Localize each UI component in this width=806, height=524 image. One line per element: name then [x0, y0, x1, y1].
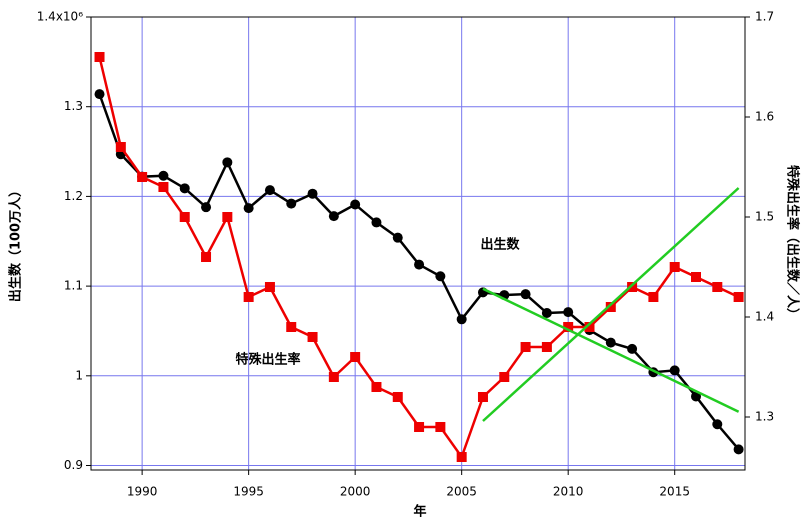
point [371, 217, 382, 228]
point [456, 314, 467, 325]
point [243, 292, 254, 302]
y2-tick-label: 1.5 [755, 210, 774, 224]
point [520, 289, 531, 300]
point [94, 89, 105, 100]
y2-tick-label: 1.7 [755, 10, 774, 24]
y-tick-label: 1.1 [64, 279, 83, 293]
point [648, 292, 659, 302]
point [201, 252, 212, 262]
y-axis-label: 出生数（100万人） [8, 184, 24, 302]
point [414, 422, 425, 432]
point [201, 202, 212, 213]
y-tick-label: 1.4x10⁶ [37, 10, 83, 24]
point [541, 308, 552, 319]
point [350, 199, 361, 210]
point [563, 322, 574, 332]
point [456, 452, 467, 462]
point [371, 382, 382, 392]
y2-tick-label: 1.3 [755, 410, 774, 424]
series-line [482, 187, 740, 422]
point [137, 172, 148, 182]
point [414, 259, 425, 270]
point [307, 332, 318, 342]
point [669, 262, 680, 272]
point [627, 282, 638, 292]
point [712, 282, 723, 292]
x-tick-label: 2010 [553, 485, 584, 499]
point [328, 211, 339, 222]
point [584, 322, 595, 332]
annotation: 特殊出生率 [235, 352, 300, 368]
plot-frame [90, 16, 746, 471]
x-tick-label: 1990 [127, 485, 158, 499]
point [94, 52, 105, 62]
point [392, 232, 403, 243]
y-tick-label: 1.2 [64, 189, 83, 203]
y-tick-label: 1.3 [64, 99, 83, 113]
point [222, 212, 233, 222]
point [286, 198, 297, 209]
point [435, 271, 446, 282]
point [605, 337, 616, 348]
point [158, 182, 169, 192]
point [264, 185, 275, 196]
point [179, 212, 190, 222]
point [435, 422, 446, 432]
point [477, 392, 488, 402]
point [499, 372, 510, 382]
point [605, 302, 616, 312]
series-line [98, 56, 740, 460]
point [669, 365, 680, 376]
point [307, 188, 318, 199]
x-tick-label: 2005 [446, 485, 477, 499]
point [627, 343, 638, 354]
series-line [98, 93, 740, 451]
point [733, 292, 744, 302]
x-tick-label: 2000 [340, 485, 371, 499]
point [243, 203, 254, 214]
series-line [482, 287, 740, 413]
point [286, 322, 297, 332]
y2-tick-label: 1.4 [755, 310, 774, 324]
point [158, 170, 169, 181]
point [691, 391, 702, 402]
point [222, 157, 233, 168]
point [520, 342, 531, 352]
point [350, 352, 361, 362]
point [733, 444, 744, 455]
y2-tick-label: 1.6 [755, 110, 774, 124]
point [264, 282, 275, 292]
point [179, 183, 190, 194]
x-tick-label: 1995 [233, 485, 264, 499]
annotation: 出生数 [480, 237, 520, 253]
point [328, 372, 339, 382]
point [541, 342, 552, 352]
y-tick-label: 0.9 [64, 458, 83, 472]
point [115, 142, 126, 152]
x-axis-label: 年 [413, 504, 426, 520]
point [712, 419, 723, 430]
point [691, 272, 702, 282]
x-tick-label: 2015 [659, 485, 690, 499]
y2-axis-label: 特殊出生率（出生数／人） [785, 165, 801, 321]
point [563, 307, 574, 318]
point [392, 392, 403, 402]
y-tick-label: 1 [75, 368, 83, 382]
